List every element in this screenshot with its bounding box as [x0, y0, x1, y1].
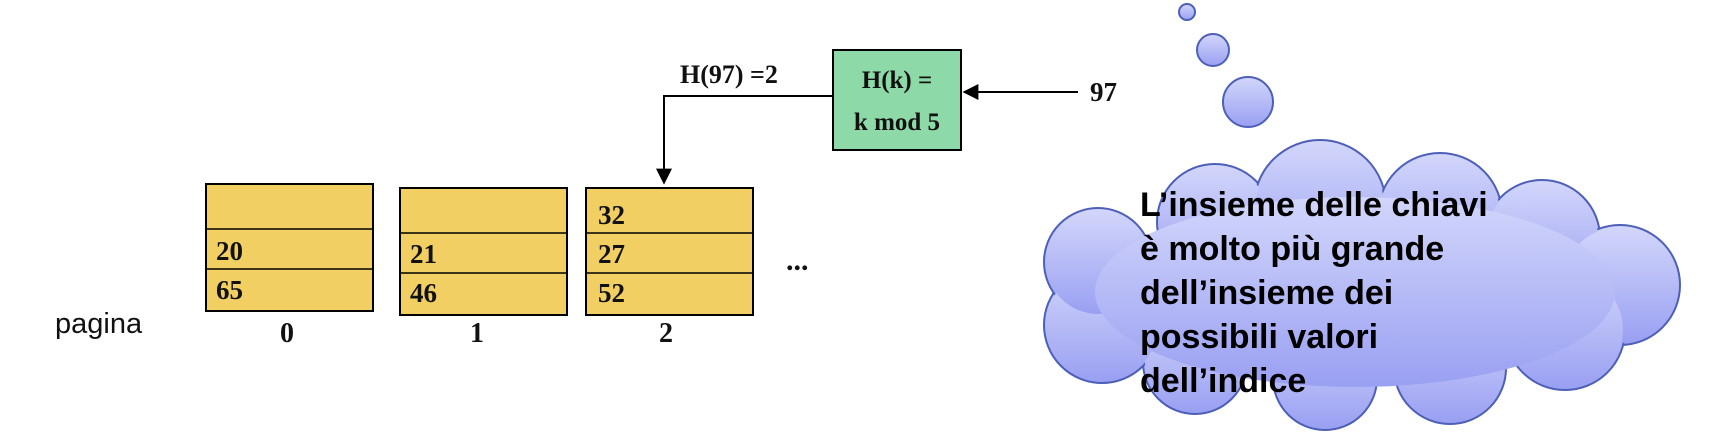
page-2-slot-1: 32	[598, 200, 625, 230]
cloud-text-line-4: possibili valori	[1140, 318, 1378, 356]
pages-label: pagina	[55, 308, 143, 340]
page-0-slot-3: 65	[216, 275, 243, 305]
page-0-slot-2: 20	[216, 236, 243, 266]
thought-bubble-small	[1178, 3, 1196, 21]
thought-cloud: L’insieme delle chiavi è molto più grand…	[1043, 139, 1681, 431]
page-2-slot-2: 27	[598, 239, 625, 269]
hash-function-line-2: k mod 5	[854, 109, 940, 136]
page-2: 32 27 52 2	[585, 187, 754, 349]
cloud-text-line-5: dell’indice	[1140, 362, 1306, 400]
page-0-index: 0	[280, 318, 294, 349]
more-pages-ellipsis: ...	[786, 244, 809, 277]
cloud-text-line-1: L’insieme delle chiavi	[1140, 186, 1488, 224]
hash-function-line-1: H(k) =	[862, 67, 933, 94]
hash-function-box: H(k) = k mod 5	[832, 49, 962, 151]
input-key: 97	[1090, 77, 1117, 107]
page-2-index: 2	[659, 318, 673, 349]
page-1-index: 1	[470, 318, 484, 349]
cloud-text-line-2: è molto più grande	[1140, 230, 1444, 268]
cloud-text-line-3: dell’insieme dei	[1140, 274, 1393, 312]
thought-bubbles	[1178, 3, 1274, 128]
hash-result-label: H(97) =2	[680, 60, 778, 89]
page-1: 21 46 1	[399, 187, 568, 349]
thought-bubble-large	[1222, 76, 1274, 128]
page-0: 20 65 0	[205, 183, 374, 349]
page-2-slot-3: 52	[598, 278, 625, 308]
page-1-slot-3: 46	[410, 278, 437, 308]
page-1-slot-2: 21	[410, 239, 437, 269]
result-connector	[656, 95, 833, 185]
thought-bubble-medium	[1196, 33, 1230, 67]
